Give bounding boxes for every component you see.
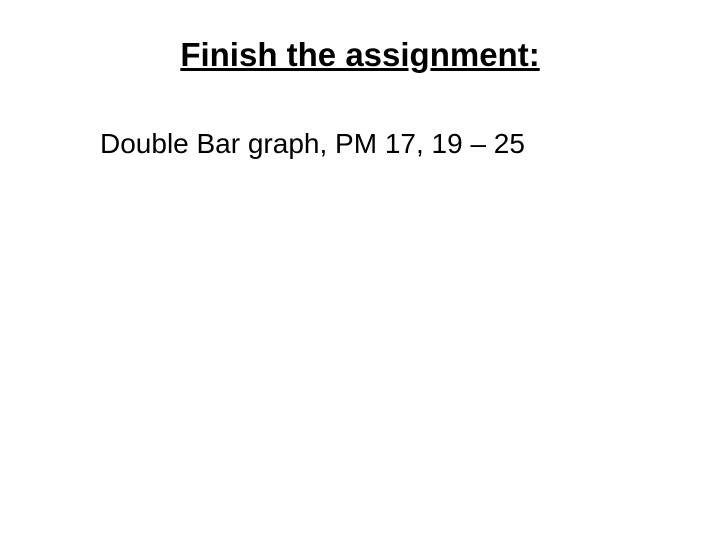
slide-body-text: Double Bar graph, PM 17, 19 – 25	[0, 128, 720, 160]
slide-container: Finish the assignment: Double Bar graph,…	[0, 0, 720, 540]
slide-title: Finish the assignment:	[0, 36, 720, 74]
